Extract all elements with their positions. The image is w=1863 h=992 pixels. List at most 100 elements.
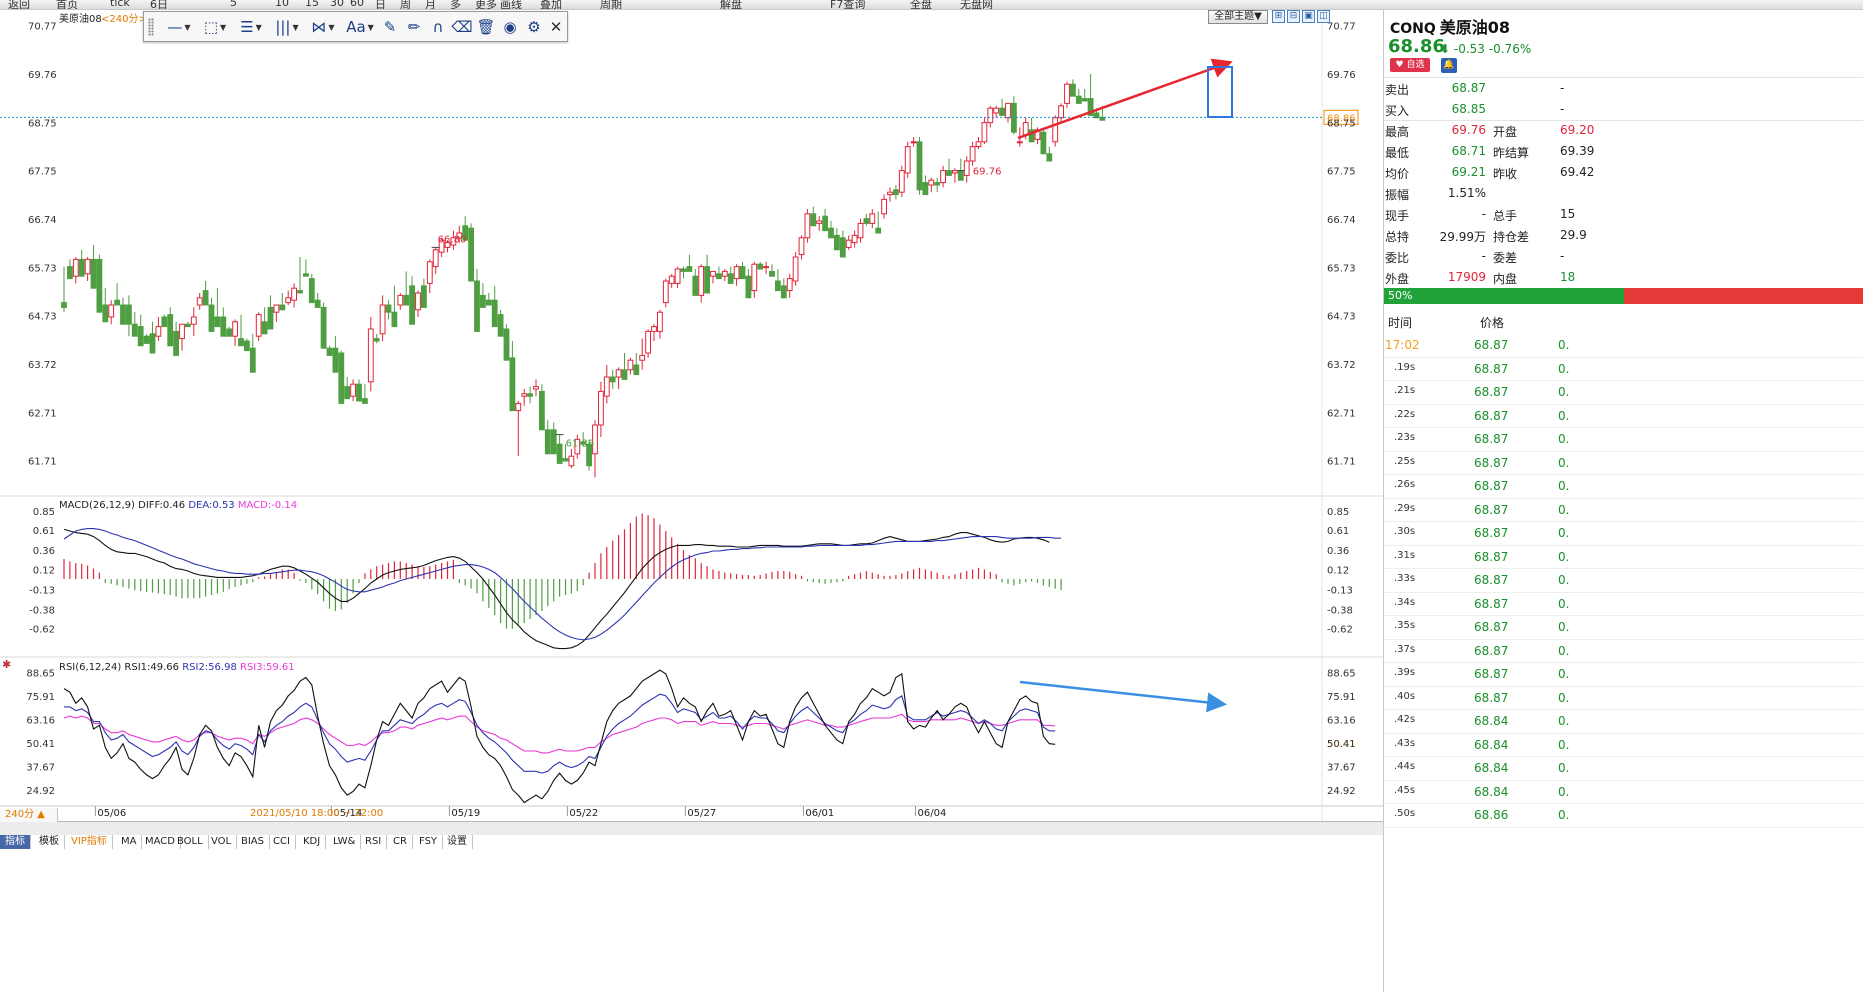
candle-body — [739, 266, 746, 280]
indicator-tab[interactable]: MACD — [140, 835, 181, 849]
tick-price: 68.84 — [1474, 737, 1509, 752]
candle-body — [745, 275, 752, 299]
chart-area[interactable]: 68.86 66.80 61.36 69.76 50.41 70.77 70.77 69.… — [0, 10, 1383, 821]
indicator-tab[interactable]: 设置 — [442, 835, 473, 849]
toolbar-item[interactable]: 解盘 — [720, 0, 742, 10]
layout-panel-icon[interactable]: ◫ — [1317, 10, 1330, 23]
theme-button[interactable]: 全部主题▼ — [1208, 10, 1268, 24]
toolbar-item[interactable]: 周期 — [600, 0, 622, 10]
price-axis-label-left: 65.73 — [28, 264, 57, 275]
toolbar-item[interactable]: 全盘 — [910, 0, 932, 10]
alert-bell-icon[interactable]: 🔔 — [1441, 58, 1457, 73]
rsi-header-part: RSI3:59.61 — [240, 662, 295, 673]
rsi-axis-label-right: 37.67 — [1327, 762, 1356, 773]
pattern-tool-button[interactable]: ⋈ ▼ — [307, 15, 339, 39]
tick-time: .37s — [1394, 643, 1416, 655]
candle-body — [615, 369, 622, 378]
tick-volume: 0. — [1558, 761, 1570, 775]
indicator-tab[interactable]: LW& — [328, 835, 362, 849]
fibonacci-tool-button[interactable]: ☰ ▼ — [235, 15, 267, 39]
tick-row: .23s 68.87 0. — [1384, 428, 1863, 452]
indicator-tab[interactable]: BOLL — [172, 835, 209, 849]
toolbar-item[interactable]: 10 — [275, 0, 289, 9]
indicator-tab[interactable]: VOL — [206, 835, 238, 849]
indicator-tab[interactable]: 模板 — [34, 835, 65, 849]
candle-body — [456, 232, 463, 239]
toolbar-grip[interactable] — [148, 18, 154, 36]
pencil-tool-button[interactable]: ✏ — [404, 15, 424, 39]
candle-body — [468, 227, 475, 282]
close-toolbar-button[interactable]: ✕ — [546, 15, 566, 39]
candle-body — [898, 170, 905, 193]
line-tool-button[interactable]: — ▼ — [164, 15, 194, 39]
candle-body — [1005, 102, 1011, 119]
layout-grid-icon[interactable]: ⊞ — [1272, 10, 1285, 23]
toolbar-item[interactable]: F7查询 — [830, 0, 866, 10]
quote-value: 69.21 — [1451, 165, 1486, 179]
toolbar-item[interactable]: 返回 — [8, 0, 30, 10]
indicator-tab[interactable]: CR — [388, 835, 413, 849]
dropdown-arrow-icon: ▼ — [255, 22, 262, 32]
layout-split-icon[interactable]: ⊟ — [1287, 10, 1300, 23]
candle-body — [881, 198, 888, 215]
indicator-tab[interactable]: BIAS — [236, 835, 270, 849]
toolbar-item[interactable]: 画线 — [500, 0, 522, 10]
change-value: -0.53 — [1453, 42, 1485, 56]
indicator-tab[interactable]: KDJ — [298, 835, 327, 849]
macd-header-part: MACD:-0.14 — [238, 500, 297, 511]
candle-body — [444, 242, 451, 248]
down-arrow-icon: ⬇ — [1440, 42, 1451, 56]
tick-time: .33s — [1394, 573, 1416, 584]
toolbar-item[interactable]: 6日 — [150, 0, 168, 10]
candle-body — [668, 275, 675, 284]
price-axis-label-left: 61.71 — [28, 457, 57, 468]
dropdown-arrow-icon: ▼ — [292, 22, 299, 32]
last-price-value: 68.86 — [1388, 36, 1445, 57]
indicator-tab[interactable]: RSI — [360, 835, 388, 849]
indicator-tab[interactable]: FSY — [414, 835, 444, 849]
toolbar-item[interactable]: 无盘网 — [960, 0, 993, 10]
toolbar-item[interactable]: 更多 — [475, 0, 497, 10]
toolbar-item[interactable]: 15 — [305, 0, 319, 9]
toolbar-item[interactable]: 60 — [350, 0, 364, 9]
toolbar-item[interactable]: 5 — [230, 0, 237, 9]
toolbar-item[interactable]: tick — [110, 0, 130, 9]
indicator-tab[interactable]: CCI — [268, 835, 296, 849]
candle-body — [816, 220, 823, 224]
indicator-tab[interactable]: MA — [116, 835, 143, 849]
candle-body — [338, 352, 345, 404]
rsi-header: RSI(6,12,24) RSI1:49.66 RSI2:56.98 RSI3:… — [59, 662, 295, 673]
toolbar-item[interactable]: 月 — [425, 0, 436, 10]
visibility-tool-button[interactable]: ◉ — [500, 15, 520, 39]
candle-body — [928, 179, 935, 186]
tick-price: 68.84 — [1474, 761, 1509, 775]
indicator-tab[interactable]: 指标 — [0, 835, 31, 849]
add-favorite-button[interactable]: ♥ 自选 — [1390, 58, 1430, 72]
candle-body — [940, 170, 947, 184]
dropdown-arrow-icon: ▼ — [367, 22, 374, 32]
toolbar-item[interactable]: 周 — [400, 0, 411, 10]
candle-body — [704, 266, 711, 294]
rectangle-tool-button[interactable]: ⬚ ▼ — [199, 15, 231, 39]
toolbar-item[interactable]: 日 — [375, 0, 386, 10]
candle-body — [214, 316, 221, 328]
toolbar-item[interactable]: 首页 — [56, 0, 78, 10]
toolbar-item[interactable]: 30 — [330, 0, 344, 9]
indicator-tab[interactable]: VIP指标 — [66, 835, 113, 849]
toolbar-item[interactable]: 多 — [450, 0, 461, 10]
pen-tool-button[interactable]: ✎ — [380, 15, 400, 39]
delete-tool-button[interactable]: 🗑 — [476, 15, 496, 39]
text-tool-button[interactable]: Aa ▼ — [343, 15, 377, 39]
eraser-tool-button[interactable]: ⌫ — [451, 15, 472, 39]
settings-tool-button[interactable]: ⚙ — [524, 15, 544, 39]
cycle-lines-tool-button[interactable]: ||| ▼ — [271, 15, 303, 39]
quote-row: 振幅 1.51% — [1384, 183, 1863, 204]
candle-body — [828, 227, 834, 239]
magnet-tool-button[interactable]: ∩ — [428, 15, 448, 39]
period-selector[interactable]: 240分 ▲ — [0, 808, 58, 822]
toolbar-item[interactable]: 叠加 — [540, 0, 562, 10]
line-icon: — — [167, 18, 183, 36]
price-axis-label-right: 70.77 — [1327, 22, 1356, 33]
layout-window-icon[interactable]: ▣ — [1302, 10, 1315, 23]
candle-body — [674, 268, 681, 284]
